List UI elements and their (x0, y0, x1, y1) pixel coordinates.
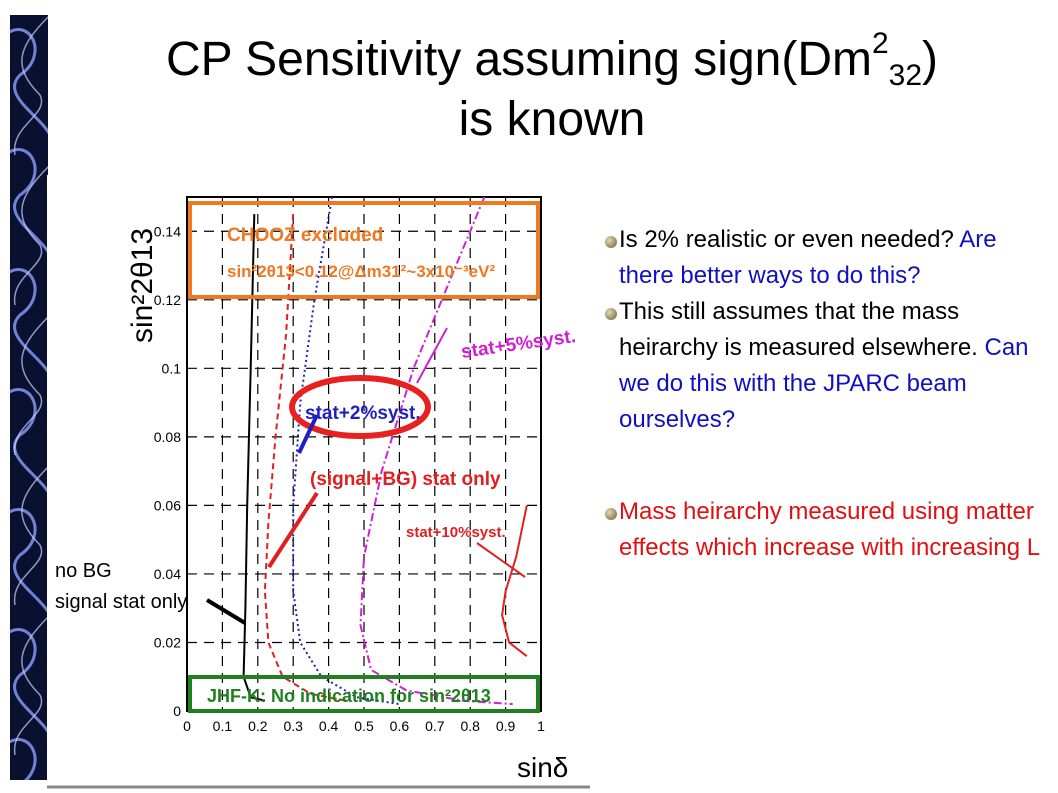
nobg-label-line2: signal stat only (55, 591, 187, 613)
bullet-text-red: Mass heirarchy measured using matter eff… (619, 498, 1041, 561)
jhf-label: JHF-K: No indication for sin²2θ13 (207, 686, 491, 706)
series-line (359, 196, 513, 706)
y-tick-label: 0.02 (154, 634, 181, 650)
stat5-arrow (416, 327, 448, 384)
x-tick-label: 0.7 (425, 718, 445, 734)
nobg-arrow (205, 598, 247, 625)
bullet-text-black: This still assumes that the mass heirarc… (619, 298, 985, 361)
x-tick-label: 0.2 (248, 718, 268, 734)
y-tick-label: 0.14 (154, 223, 181, 239)
x-tick-label: 1 (537, 718, 545, 734)
stat10-arrow (476, 542, 526, 578)
jhf-box (188, 675, 540, 713)
x-axis-label: sinδ (517, 752, 568, 783)
sigbg-label: (signal+BG) stat only (310, 469, 501, 490)
plot-background (47, 175, 590, 793)
x-tick-label: 0.3 (283, 718, 303, 734)
bullet-text-black: Is 2% realistic or even needed? (619, 226, 960, 253)
x-tick-label: 0.5 (354, 718, 374, 734)
bullet-icon (605, 236, 617, 248)
bullet-list: Is 2% realistic or even needed? Are ther… (605, 222, 1045, 566)
sigbg-arrow (267, 491, 319, 569)
y-axis-label: sin²2θ13 (126, 228, 159, 343)
bullet-icon (605, 508, 617, 520)
title-main: CP Sensitivity assuming sign(Dm (165, 33, 872, 86)
y-tick-label: 0.12 (154, 292, 181, 308)
nobg-label-line1: no BG (55, 560, 112, 582)
x-tick-label: 0.6 (390, 718, 410, 734)
bullet-text-blue: Are there better ways to do this? (619, 226, 997, 289)
title-subscript: 32 (888, 59, 923, 92)
y-tick-label: 0.04 (154, 566, 181, 582)
stat2-label: stat+2%syst. (305, 403, 421, 424)
highlight-ellipse (289, 375, 431, 439)
x-tick-labels: 0 0.1 0.2 0.3 0.4 0.5 0.6 0.7 0.8 0.9 1 (183, 718, 545, 734)
y-tick-label: 0.08 (154, 429, 181, 445)
stat10-label: stat+10%syst. (406, 524, 506, 541)
title-close-paren: ) (922, 33, 939, 86)
chooz-label-line1: CHOOZ excluded (227, 225, 383, 246)
bullet-text-blue: Can we do this with the JPARC beam ourse… (619, 334, 1029, 433)
x-tick-label: 0 (183, 718, 191, 734)
bullet-item: Mass heirarchy measured using matter eff… (605, 494, 1045, 566)
decorative-side-strip (10, 15, 48, 780)
y-tick-labels: 0 0.02 0.04 0.06 0.08 0.1 0.12 0.14 (154, 223, 181, 719)
series-line (263, 214, 347, 702)
chooz-label-line2: sin²2θ13<0.12@Δm31²~3x10⁻³eV² (227, 262, 495, 281)
x-tick-label: 0.4 (319, 718, 339, 734)
slide-title: CP Sensitivity assuming sign(Dm232) is k… (52, 27, 1052, 150)
bullet-item: Is 2% realistic or even needed? Are ther… (605, 222, 1045, 294)
x-tick-label: 0.8 (460, 718, 480, 734)
bullet-icon (605, 308, 617, 320)
series-line (242, 214, 266, 702)
x-tick-label: 0.9 (496, 718, 516, 734)
bullet-item: This still assumes that the mass heirarc… (605, 294, 1045, 438)
x-tick-label: 0.1 (213, 718, 233, 734)
y-tick-label: 0 (173, 703, 181, 719)
stat5-label: stat+5%syst. (460, 326, 577, 363)
y-tick-label: 0.1 (162, 360, 182, 376)
chart-series (242, 196, 528, 706)
stat2-arrow (297, 414, 319, 454)
series-line (501, 505, 528, 657)
title-superscript: 2 (871, 27, 889, 60)
y-tick-label: 0.06 (154, 497, 181, 513)
series-line (292, 196, 400, 706)
sensitivity-chart: 0 0.1 0.2 0.3 0.4 0.5 0.6 0.7 0.8 0.9 1 00.020.040… (47, 196, 590, 789)
chooz-excluded-box (188, 201, 540, 299)
decorative-swirl-pattern (10, 15, 48, 780)
title-line2: is known (458, 93, 646, 146)
